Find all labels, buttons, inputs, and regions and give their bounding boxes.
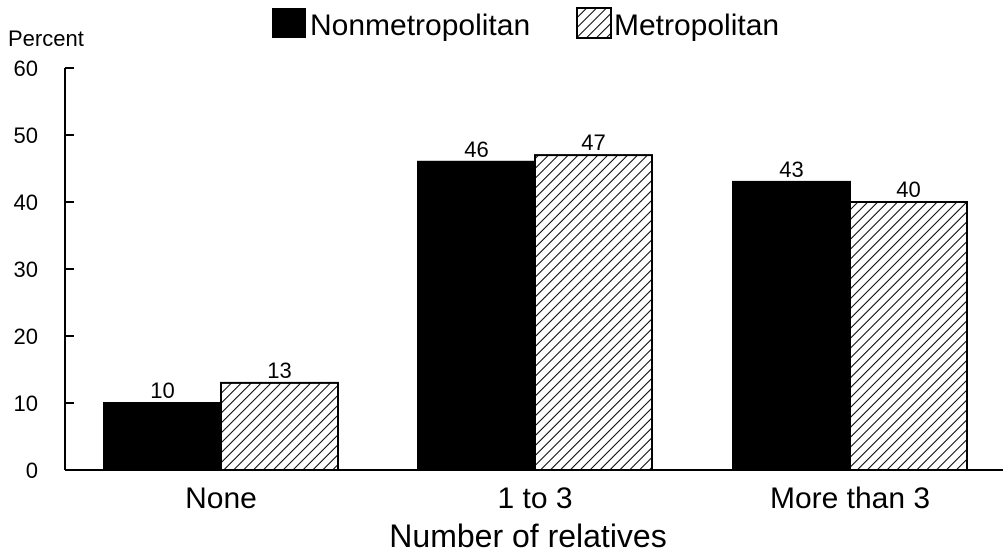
data-label-metropolitan-2: 40 — [896, 177, 920, 202]
x-axis-title: Number of relatives — [389, 518, 666, 554]
bar-metropolitan-2 — [849, 201, 968, 471]
y-tick-label: 20 — [14, 324, 38, 349]
y-tick-label: 40 — [14, 190, 38, 215]
data-label-nonmetropolitan-1: 46 — [464, 137, 488, 162]
bar-nonmetropolitan-2 — [732, 180, 851, 471]
y-tick-label: 60 — [14, 56, 38, 81]
data-label-nonmetropolitan-0: 10 — [150, 378, 174, 403]
legend: Nonmetropolitan Metropolitan — [272, 7, 779, 42]
legend-swatch-nonmetropolitan — [272, 8, 306, 38]
legend-swatch-metropolitan — [576, 7, 612, 39]
data-label-metropolitan-1: 47 — [581, 130, 605, 155]
y-axis-title: Percent — [8, 26, 84, 51]
data-label-nonmetropolitan-2: 43 — [779, 157, 803, 182]
y-tick-label: 10 — [14, 391, 38, 416]
legend-label-metropolitan: Metropolitan — [614, 9, 779, 42]
bar-nonmetropolitan-0 — [103, 402, 222, 471]
x-category-label: None — [185, 482, 257, 515]
y-tick-label: 30 — [14, 257, 38, 282]
legend-label-nonmetropolitan: Nonmetropolitan — [310, 9, 530, 42]
bar-metropolitan-0 — [220, 381, 339, 471]
plot-area: 0 10 20 30 40 50 60 10 13 None 46 47 1 to 3 43 40 More … — [14, 56, 1003, 515]
y-tick-label: 50 — [14, 123, 38, 148]
x-category-label: 1 to 3 — [497, 482, 572, 515]
x-category-label: More than 3 — [770, 482, 930, 515]
data-label-metropolitan-0: 13 — [267, 358, 291, 383]
bar-nonmetropolitan-1 — [417, 160, 536, 472]
y-tick-label: 0 — [26, 458, 38, 483]
bar-metropolitan-1 — [534, 154, 653, 471]
